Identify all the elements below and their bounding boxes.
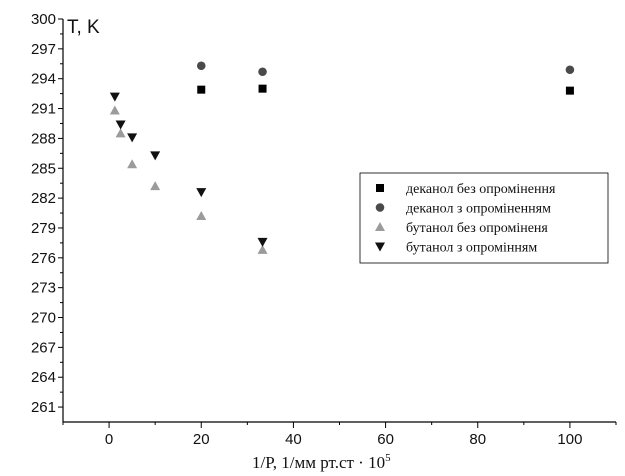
data-point-triangle-up [127, 159, 138, 169]
data-point-triangle-up [109, 105, 120, 115]
y-tick-label: 291 [31, 101, 56, 118]
y-tick-label: 264 [31, 369, 56, 386]
data-point-triangle-up [196, 211, 207, 221]
x-tick-label: 20 [193, 431, 210, 448]
data-point-triangle-down [150, 151, 161, 161]
y-tick-label: 294 [31, 71, 56, 88]
data-point-triangle-down [115, 120, 126, 130]
data-point-square [258, 84, 267, 93]
y-tick-label: 288 [31, 130, 56, 147]
legend-label: деканол без опромінення [406, 182, 556, 197]
data-point-triangle-down [109, 92, 120, 102]
x-tick-label: 80 [469, 431, 486, 448]
legend-box [359, 172, 609, 264]
legend-label: бутанол без опроміненя [406, 221, 548, 236]
x-axis-title-main: 1/P, 1/мм рт.ст · 10 [252, 453, 385, 472]
x-axis-title: 1/P, 1/мм рт.ст · 105 [252, 452, 391, 472]
data-point-triangle-down [127, 133, 138, 143]
y-axis-title: T, K [67, 17, 100, 38]
y-tick-label: 300 [31, 11, 56, 28]
legend-label: деканол з опроміненням [406, 202, 551, 217]
data-point-square [565, 86, 574, 95]
legend-label: бутанол з опромінням [406, 241, 537, 256]
x-tick-label: 60 [377, 431, 394, 448]
data-point-triangle-up [115, 128, 126, 138]
y-tick-label: 270 [31, 310, 56, 327]
y-tick-label: 279 [31, 220, 56, 237]
y-tick-label: 276 [31, 250, 56, 267]
data-point-triangle-up [257, 244, 268, 254]
data-point-circle [565, 65, 575, 75]
y-tick-label: 297 [31, 41, 56, 58]
legend: деканол без опромінення деканол з опромін… [359, 172, 609, 264]
data-point-triangle-up [150, 181, 161, 191]
legend-marker-circle [375, 203, 385, 212]
x-tick-label: 40 [285, 431, 302, 448]
legend-marker-triangle-down [375, 242, 385, 252]
data-point-circle [196, 61, 206, 71]
x-tick-label: 0 [105, 431, 113, 448]
y-tick-label: 267 [31, 339, 56, 356]
x-axis-ticks: 0 20 40 60 80 100 [62, 422, 617, 448]
x-tick-label: 100 [557, 431, 582, 448]
y-axis-ticks: 261 264 267 270 273 276 279 282 285 288 291 294 297 3… [31, 11, 63, 416]
y-tick-label: 261 [31, 399, 56, 416]
legend-marker-square [376, 184, 384, 192]
data-points [109, 61, 575, 254]
data-point-triangle-down [257, 237, 268, 247]
legend-marker-triangle-up [375, 222, 385, 231]
y-tick-label: 285 [31, 160, 56, 177]
x-axis-title-superscript: 5 [385, 452, 391, 464]
data-point-triangle-down [196, 188, 207, 198]
data-point-square [197, 85, 206, 94]
y-tick-label: 282 [31, 190, 56, 207]
data-point-circle [258, 67, 267, 77]
y-tick-label: 273 [31, 280, 56, 297]
